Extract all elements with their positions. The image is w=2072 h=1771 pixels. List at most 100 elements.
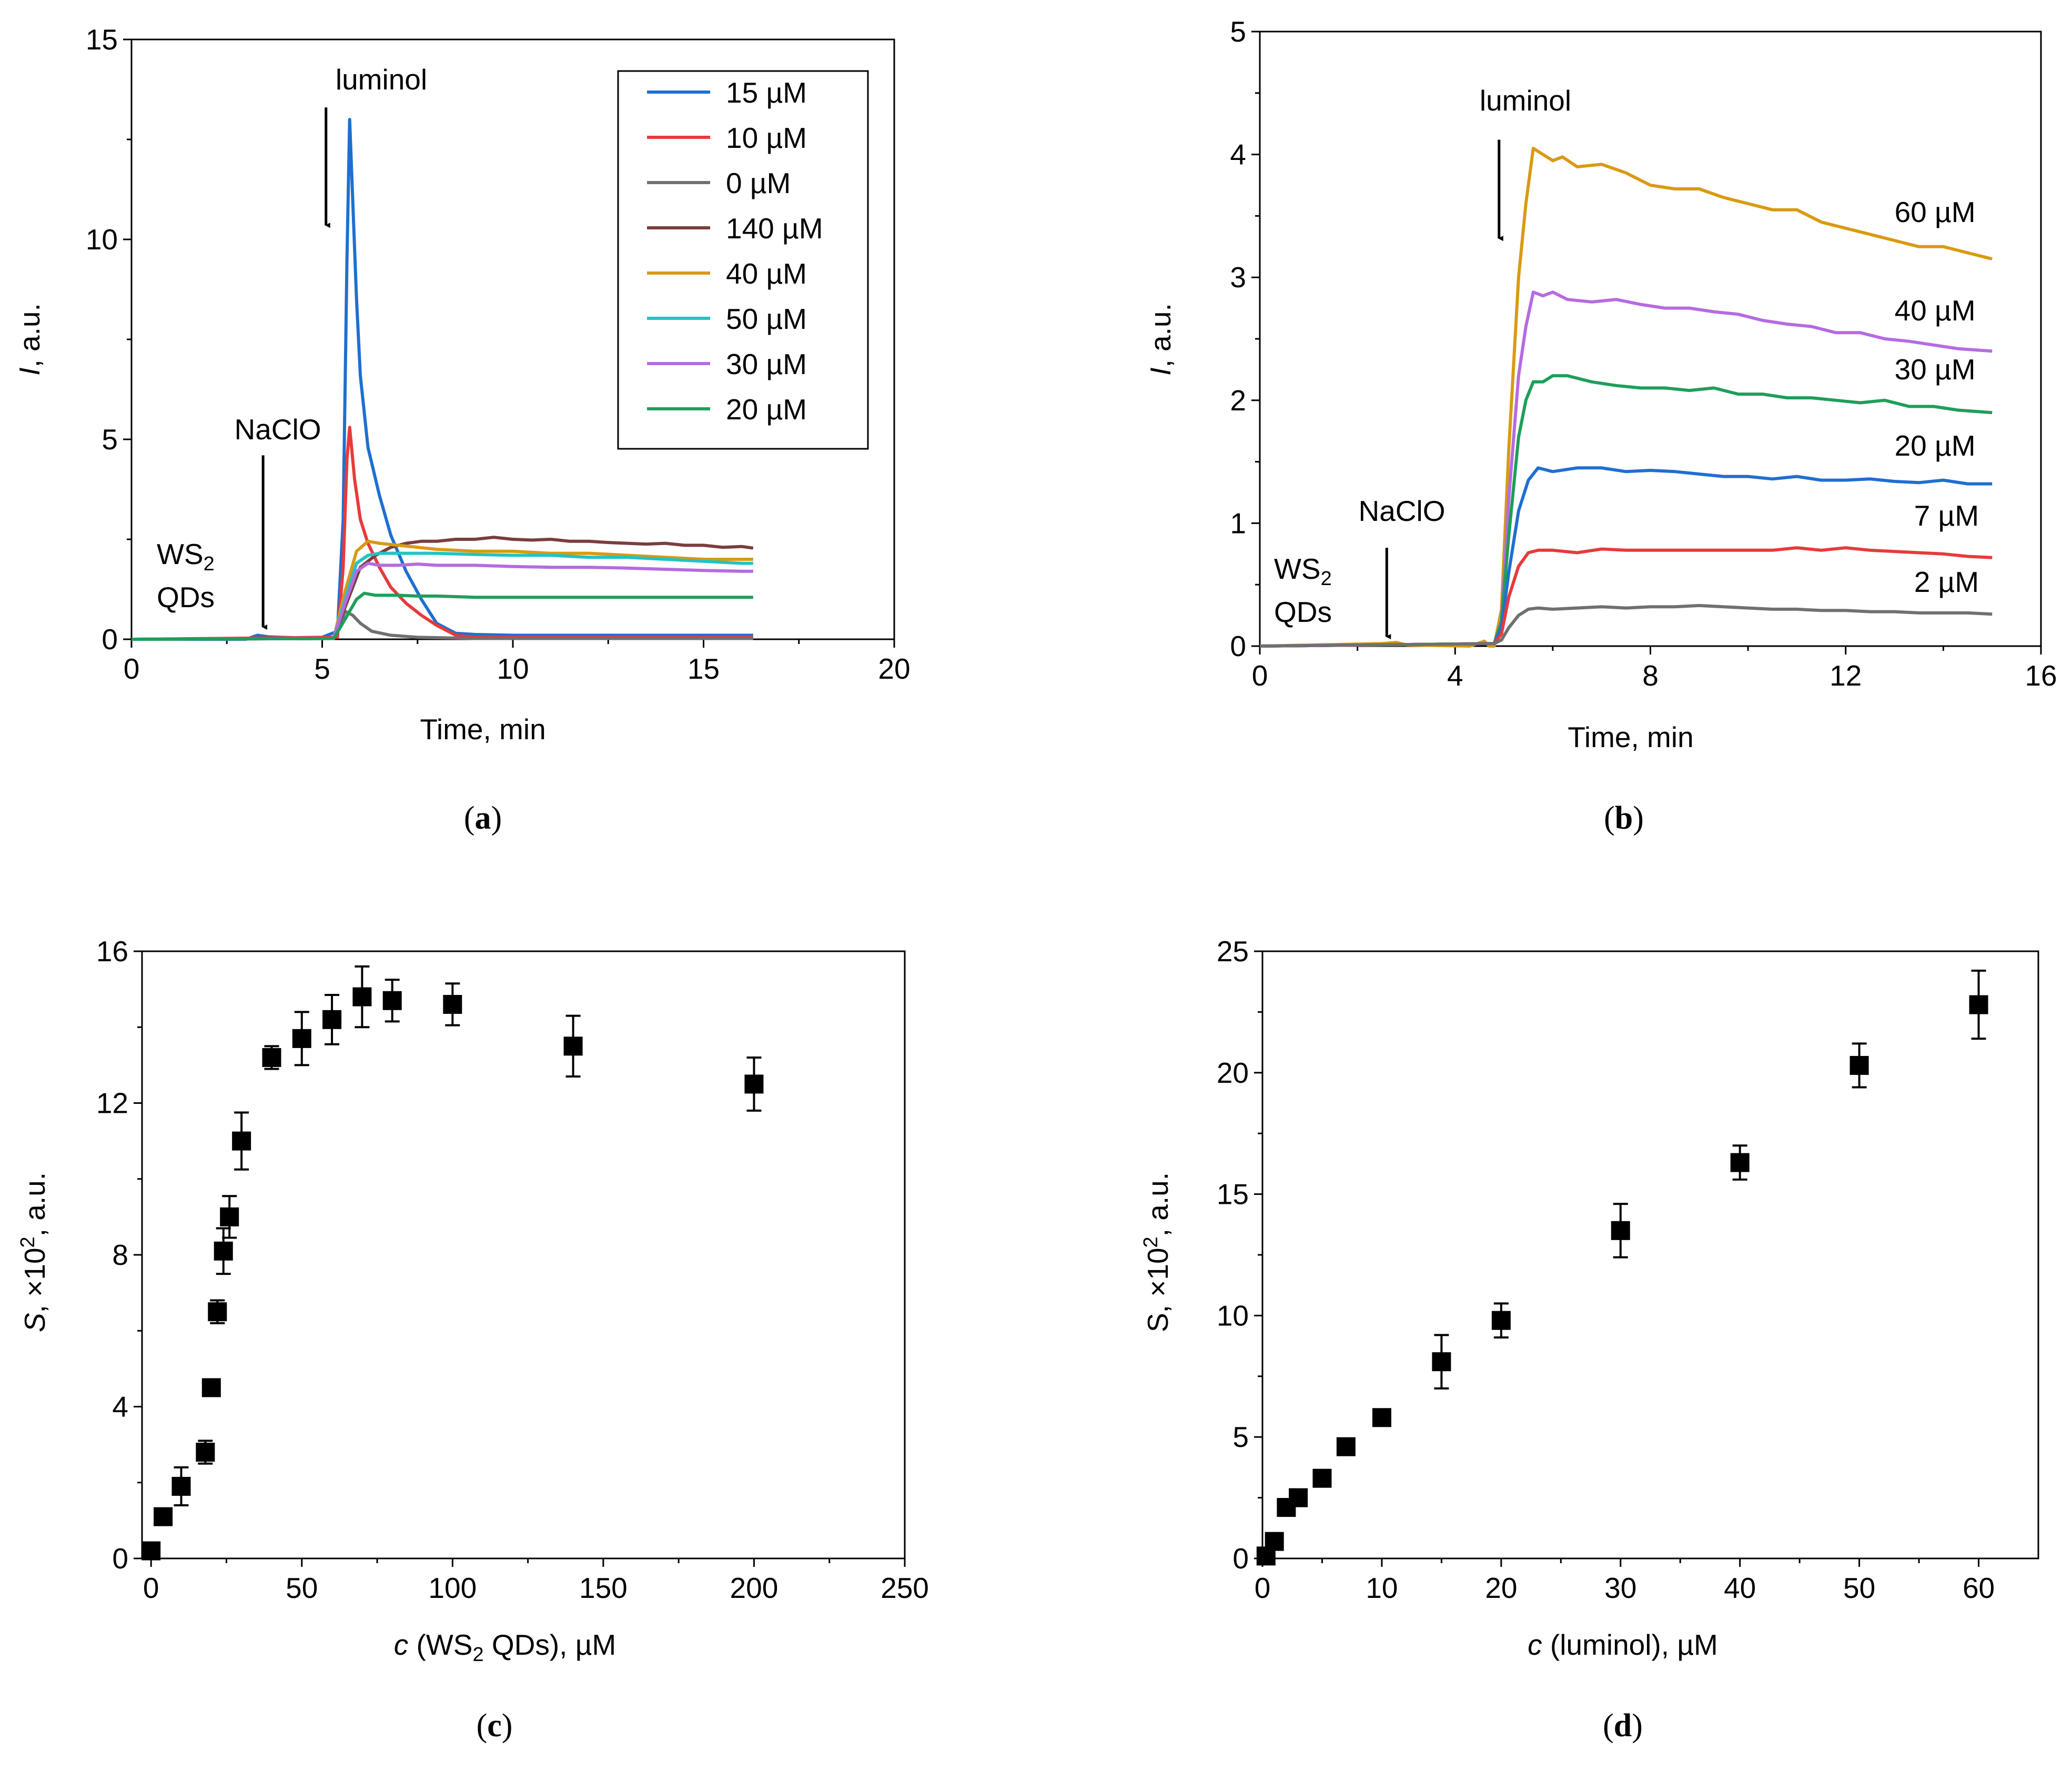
x-tick-label: 5 bbox=[314, 652, 330, 685]
x-tick-label: 250 bbox=[881, 1572, 929, 1604]
caption-paren-close: ) bbox=[1632, 1708, 1643, 1744]
annotation-ws2-sub: 2 bbox=[1321, 568, 1332, 590]
y-tick-label: 4 bbox=[1230, 138, 1246, 171]
caption-paren-open: ( bbox=[1603, 1708, 1614, 1744]
data-point bbox=[1611, 1221, 1630, 1240]
y-tick-label: 5 bbox=[102, 423, 118, 456]
x-tick-label: 15 bbox=[688, 652, 720, 685]
y-axis-label: I, a.u. bbox=[13, 303, 46, 376]
x-tick-label: 0 bbox=[1252, 659, 1268, 692]
y-axis-label-var: S bbox=[18, 1313, 51, 1332]
x-tick-label: 30 bbox=[1604, 1572, 1636, 1604]
data-point bbox=[1265, 1532, 1284, 1551]
series-line-7 bbox=[131, 591, 753, 641]
y-axis-label: S, ×102, a.u. bbox=[1140, 1172, 1174, 1332]
x-tick-label: 60 bbox=[1963, 1572, 1995, 1604]
y-tick-label: 15 bbox=[86, 23, 118, 56]
x-axis-label-post: QDs), µM bbox=[484, 1628, 616, 1661]
x-axis-label-pre: (luminol), µM bbox=[1542, 1628, 1718, 1661]
y-tick-label: 2 bbox=[1230, 384, 1246, 417]
data-point bbox=[1432, 1352, 1451, 1372]
legend-label: 15 µM bbox=[726, 76, 807, 109]
annotation-label: luminol bbox=[1480, 84, 1571, 117]
annotation-ws2-main: WS bbox=[1274, 552, 1321, 585]
y-tick-label: 20 bbox=[1217, 1056, 1249, 1089]
series-line-1 bbox=[131, 426, 753, 641]
caption-letter: c bbox=[487, 1708, 502, 1744]
data-point bbox=[322, 1010, 342, 1029]
x-axis-label: c (luminol), µM bbox=[1528, 1628, 1718, 1661]
annotation-qds: QDs bbox=[157, 581, 215, 613]
x-axis-label-var: c bbox=[1528, 1628, 1542, 1661]
data-point bbox=[1849, 1055, 1869, 1075]
x-tick-label: 20 bbox=[878, 652, 910, 685]
annotation-label: luminol bbox=[336, 63, 427, 96]
caption-paren-open: ( bbox=[464, 800, 475, 836]
annotation-ws2: WS2 bbox=[1274, 552, 1332, 590]
series-line-4 bbox=[1259, 546, 1993, 648]
series-label: 20 µM bbox=[1895, 429, 1976, 462]
x-tick-label: 50 bbox=[1843, 1572, 1875, 1604]
y-axis-label: I, a.u. bbox=[1144, 303, 1177, 376]
chart-panel-a: 0 5 10 15 20 0 5 10 15 Time, min I, a.u. (a) luminol… bbox=[13, 23, 911, 836]
y-axis-label-pre: S, ×10 bbox=[1141, 1247, 1174, 1332]
plot-frame bbox=[141, 950, 906, 1559]
x-tick-label: 0 bbox=[1255, 1572, 1271, 1604]
x-tick-label: 100 bbox=[428, 1572, 477, 1604]
data-point bbox=[1491, 1311, 1511, 1330]
data-point bbox=[352, 987, 372, 1007]
plot-frame bbox=[1261, 950, 2039, 1559]
annotation-qds: QDs bbox=[1274, 596, 1332, 628]
series-line-5 bbox=[1259, 603, 1993, 648]
data-point bbox=[220, 1207, 239, 1226]
legend-box bbox=[617, 70, 869, 450]
panel-caption: (a) bbox=[464, 800, 502, 836]
y-axis-label-rest: , a.u. bbox=[1144, 303, 1177, 367]
y-axis-label-post: , a.u. bbox=[18, 1172, 51, 1236]
annotation-label: NaClO bbox=[234, 413, 321, 446]
annotation-label: NaClO bbox=[1358, 495, 1445, 527]
chart-panel-d: 0 10 20 30 40 50 60 0 5 10 15 20 25 c (luminol), µM S,… bbox=[1140, 935, 2039, 1744]
y-axis-label-var: I bbox=[13, 368, 46, 376]
legend-label: 0 µM bbox=[726, 167, 791, 199]
series-line-3 bbox=[1259, 466, 1993, 648]
legend-label: 140 µM bbox=[726, 212, 823, 245]
legend-label: 30 µM bbox=[726, 348, 807, 380]
annotation-ws2: WS2 bbox=[157, 538, 215, 575]
series-label: 2 µM bbox=[1914, 566, 1979, 598]
data-point bbox=[443, 994, 462, 1014]
y-tick-label: 5 bbox=[1230, 15, 1246, 48]
data-point bbox=[1336, 1437, 1356, 1456]
caption-paren-close: ) bbox=[491, 800, 502, 836]
series-label: 40 µM bbox=[1895, 294, 1976, 327]
x-tick-label: 200 bbox=[730, 1572, 779, 1604]
y-tick-label: 5 bbox=[1232, 1421, 1249, 1453]
y-tick-label: 0 bbox=[1232, 1542, 1249, 1575]
y-axis-label-pre: , ×10 bbox=[18, 1247, 51, 1313]
x-tick-label: 4 bbox=[1447, 659, 1463, 692]
x-axis-label-sub: 2 bbox=[472, 1644, 483, 1666]
y-axis-label-sup: 2 bbox=[17, 1236, 39, 1247]
data-point bbox=[1969, 995, 1988, 1014]
y-tick-label: 25 bbox=[1217, 935, 1249, 968]
series-line-5 bbox=[131, 551, 753, 641]
data-point bbox=[292, 1029, 311, 1048]
x-axis-label-var: c bbox=[394, 1628, 409, 1661]
x-axis-label: Time, min bbox=[420, 713, 545, 746]
data-point bbox=[196, 1443, 215, 1462]
y-tick-label: 12 bbox=[96, 1087, 128, 1120]
x-tick-label: 8 bbox=[1642, 659, 1659, 692]
y-tick-label: 1 bbox=[1230, 507, 1246, 539]
series-line-2 bbox=[1259, 374, 1993, 648]
x-axis-label: c (WS2 QDs), µM bbox=[394, 1628, 616, 1666]
data-point bbox=[1312, 1468, 1332, 1488]
legend-label: 40 µM bbox=[726, 257, 807, 290]
annotation-ws2-sub: 2 bbox=[204, 553, 215, 575]
panel-caption: (d) bbox=[1603, 1708, 1643, 1744]
x-axis-label-pre: (WS bbox=[408, 1628, 472, 1661]
y-axis-label-rest: , a.u. bbox=[13, 303, 46, 367]
x-tick-label: 12 bbox=[1830, 659, 1862, 692]
